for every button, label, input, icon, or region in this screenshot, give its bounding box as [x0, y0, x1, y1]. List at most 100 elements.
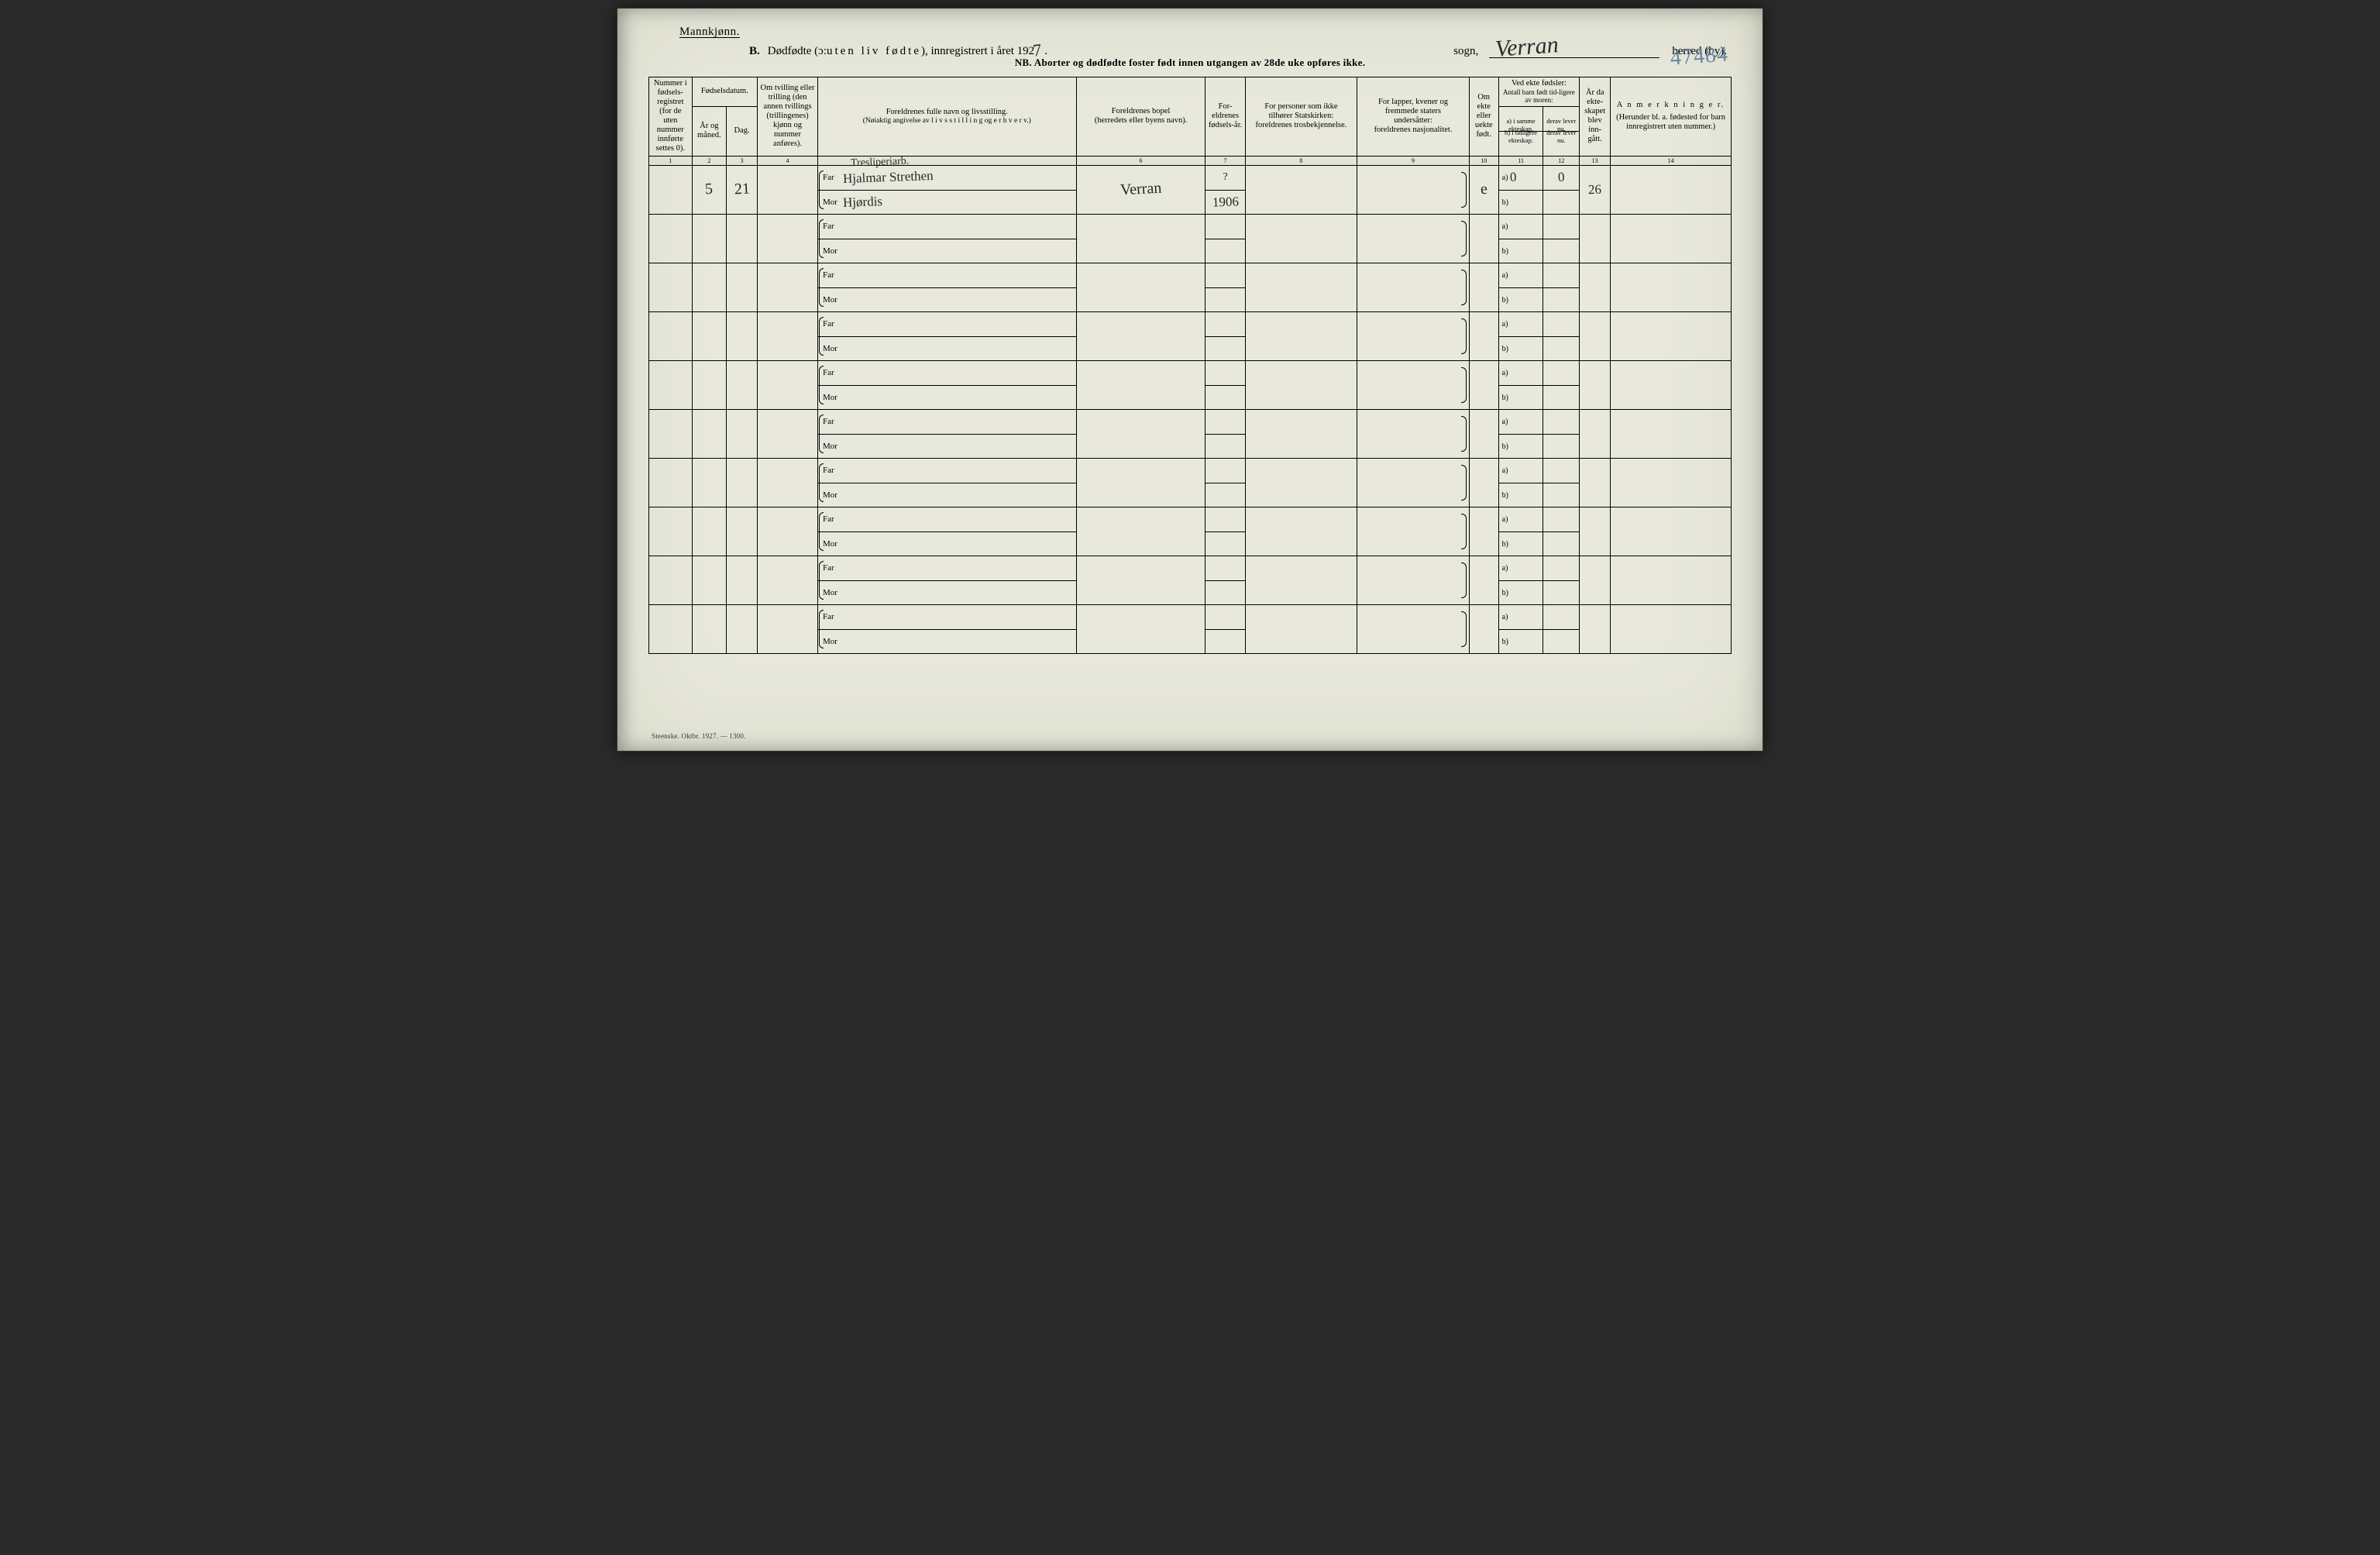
- table-cell: [1357, 604, 1470, 653]
- table-cell: [1543, 409, 1580, 458]
- handwritten-value: e: [1480, 181, 1488, 198]
- handwritten-value: Hjalmar Strethen: [843, 168, 934, 187]
- col-header-5: Foreldrenes fulle navn og livsstilling. …: [817, 77, 1076, 157]
- role-mor: Mor: [823, 539, 843, 549]
- label-b: b): [1502, 491, 1508, 500]
- table-cell: [692, 263, 726, 311]
- table-cell: [692, 409, 726, 458]
- table-cell: [692, 360, 726, 409]
- table-cell: 0: [1543, 165, 1580, 214]
- table-cell: [727, 604, 758, 653]
- table-cell: a) 0 b): [1498, 165, 1543, 214]
- table-cell: [1205, 507, 1245, 556]
- table-cell: [727, 556, 758, 604]
- table-cell: a) b): [1498, 360, 1543, 409]
- table-cell: Verran: [1076, 165, 1205, 214]
- role-far: Far: [823, 417, 843, 426]
- table-row: Far Mor a) b): [649, 507, 1732, 556]
- table-cell: [1357, 214, 1470, 263]
- table-cell: [1611, 214, 1732, 263]
- table-cell: [758, 458, 818, 507]
- role-mor: Mor: [823, 442, 843, 451]
- parents-cell: Far Mor: [818, 312, 1076, 360]
- table-cell: [1357, 507, 1470, 556]
- table-cell: [1357, 263, 1470, 311]
- label-a: a): [1502, 271, 1508, 280]
- table-cell: [1245, 263, 1357, 311]
- table-cell: Far Mor: [817, 409, 1076, 458]
- table-cell: [1076, 507, 1205, 556]
- col-header-10: Om ekte eller uekte født.: [1469, 77, 1498, 157]
- table-row: Far Mor a) b): [649, 214, 1732, 263]
- table-cell: a) b): [1498, 263, 1543, 311]
- table-cell: a) b): [1498, 311, 1543, 360]
- table-cell: 21: [727, 165, 758, 214]
- sogn-value-handwritten: Verran: [1494, 32, 1560, 63]
- col-header-8: For personer som ikke tilhører Statskirk…: [1245, 77, 1357, 157]
- role-mor: Mor: [823, 637, 843, 646]
- table-cell: [727, 458, 758, 507]
- table-cell: [1205, 311, 1245, 360]
- table-cell: [1469, 604, 1498, 653]
- table-cell: [1076, 214, 1205, 263]
- handwritten-value: 1906: [1212, 194, 1239, 211]
- table-cell: [649, 263, 693, 311]
- table-cell: [1357, 556, 1470, 604]
- label-b: b): [1502, 394, 1508, 402]
- table-head: Nummer i fødsels-registret (for de uten …: [649, 77, 1732, 166]
- table-cell: [727, 507, 758, 556]
- table-cell: [1076, 604, 1205, 653]
- table-cell: [1611, 604, 1732, 653]
- table-cell: [1469, 360, 1498, 409]
- table-cell: [1205, 556, 1245, 604]
- table-cell: [727, 360, 758, 409]
- title-line: B. Dødfødte (ɔ: uten liv fødte ), innreg…: [749, 38, 1732, 58]
- label-a: a): [1502, 418, 1508, 426]
- parents-cell: Far Mor: [818, 410, 1076, 458]
- table-cell: [1543, 556, 1580, 604]
- table-cell: [1469, 214, 1498, 263]
- table-cell: [1205, 458, 1245, 507]
- table-cell: [1543, 604, 1580, 653]
- document-page: Mannkjønn. B. Dødfødte (ɔ: uten liv født…: [617, 8, 1763, 752]
- col-header-9: For lapper, kvener og fremmede staters u…: [1357, 77, 1470, 157]
- role-mor: Mor: [823, 295, 843, 304]
- year-suffix-handwritten: 7: [1032, 40, 1043, 60]
- table-cell: [1580, 458, 1611, 507]
- parents-cell: Far Mor: [818, 215, 1076, 263]
- table-cell: Far Mor: [817, 311, 1076, 360]
- role-mor: Mor: [823, 393, 843, 402]
- sogn-field: Verran: [1489, 40, 1659, 58]
- table-cell: [727, 409, 758, 458]
- table-cell: [1245, 604, 1357, 653]
- table-body: 521 Tresliperiarb. FarHjalmar Strethen M…: [649, 165, 1732, 653]
- role-far: Far: [823, 563, 843, 573]
- table-cell: a) b): [1498, 409, 1543, 458]
- col-header-1: Nummer i fødsels-registret (for de uten …: [649, 77, 693, 157]
- table-cell: [1205, 604, 1245, 653]
- title-pre: Dødfødte (ɔ:: [768, 45, 827, 58]
- role-far: Far: [823, 319, 843, 329]
- parents-cell: Far Mor: [818, 459, 1076, 507]
- table-cell: ? 1906: [1205, 165, 1245, 214]
- label-a: a): [1502, 564, 1508, 573]
- table-cell: [1076, 409, 1205, 458]
- header-area: Mannkjønn. B. Dødfødte (ɔ: uten liv født…: [648, 26, 1732, 53]
- handwritten-value: Hjørdis: [843, 194, 883, 211]
- handwritten-value: 26: [1588, 181, 1602, 198]
- table-cell: [1580, 263, 1611, 311]
- table-cell: [1580, 507, 1611, 556]
- role-mor: Mor: [823, 344, 843, 353]
- table-row: Far Mor a) b): [649, 263, 1732, 311]
- table-cell: [1357, 311, 1470, 360]
- label-b: b): [1502, 198, 1508, 207]
- label-b: b): [1502, 540, 1508, 549]
- label-b: b): [1502, 296, 1508, 304]
- table-cell: [1611, 360, 1732, 409]
- table-cell: [1245, 458, 1357, 507]
- register-table: Nummer i fødsels-registret (for de uten …: [648, 77, 1732, 654]
- role-mor: Mor: [823, 198, 843, 207]
- label-b: b): [1502, 345, 1508, 353]
- table-cell: a) b): [1498, 604, 1543, 653]
- table-cell: [1611, 409, 1732, 458]
